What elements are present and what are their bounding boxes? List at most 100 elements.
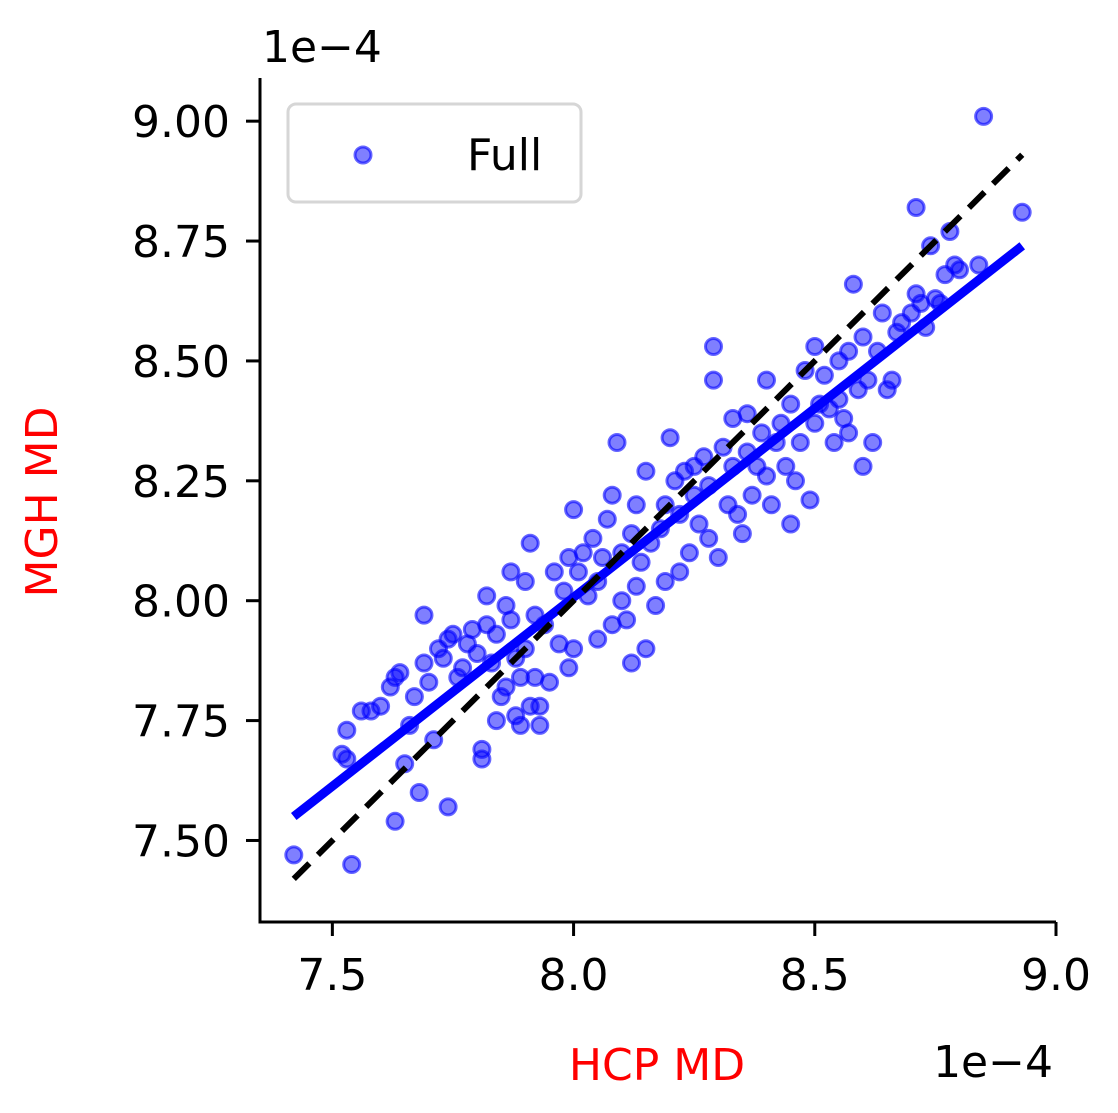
data-point-130: [814, 365, 834, 385]
data-point-147: [882, 370, 902, 390]
data-point-58: [554, 581, 574, 601]
data-point-83: [636, 639, 656, 659]
data-point-89: [660, 428, 680, 448]
data-point-33: [477, 586, 497, 606]
data-point-103: [708, 548, 728, 567]
data-point-127: [805, 337, 825, 356]
data-point-4: [337, 749, 357, 769]
data-point-68: [588, 629, 608, 649]
data-point-101: [704, 370, 723, 390]
x-offset-label: 1e−4: [933, 1037, 1053, 1088]
y-tick-label-3: 8.25: [132, 457, 230, 508]
data-point-53: [530, 696, 550, 716]
data-point-17: [414, 653, 434, 673]
scatter-points: [284, 106, 1032, 874]
data-point-85: [646, 596, 666, 615]
data-point-162: [969, 255, 989, 275]
data-point-60: [559, 658, 579, 678]
data-point-100: [699, 528, 719, 548]
data-point-55: [540, 672, 559, 692]
data-point-123: [786, 471, 805, 491]
axes: [258, 78, 1056, 924]
data-point-98: [694, 447, 714, 467]
legend: Full: [286, 102, 583, 204]
data-point-88: [655, 572, 675, 591]
data-point-122: [781, 514, 801, 534]
data-point-111: [737, 404, 757, 424]
data-point-18: [419, 672, 439, 692]
data-point-164: [1012, 202, 1032, 222]
data-point-35: [486, 624, 506, 644]
data-point-114: [752, 423, 772, 443]
data-point-7: [371, 696, 391, 716]
data-point-109: [732, 524, 752, 544]
y-tick-label-1: 7.75: [132, 697, 230, 748]
data-point-21: [433, 648, 453, 668]
data-point-14: [404, 687, 424, 707]
x-tick-label-0: 7.5: [297, 950, 367, 1001]
data-point-112: [742, 485, 762, 505]
data-point-24: [443, 624, 463, 644]
data-point-138: [843, 274, 863, 294]
data-point-76: [617, 610, 637, 630]
data-point-102: [704, 337, 723, 356]
data-point-136: [839, 341, 859, 361]
y-tick-label-2: 8.00: [132, 577, 230, 628]
data-point-0: [284, 845, 304, 865]
data-point-38: [496, 677, 516, 697]
data-point-108: [728, 504, 748, 524]
data-point-121: [781, 394, 801, 414]
ticks: 7.5 8.0 8.5 9.0 7.50 7.75 8.00 8.25 8.50 8.75 9.00: [132, 97, 1091, 1001]
data-point-62: [564, 639, 584, 659]
data-point-145: [872, 303, 892, 323]
data-point-70: [597, 509, 617, 529]
data-point-152: [906, 198, 926, 217]
data-point-69: [593, 548, 612, 567]
data-point-46: [515, 572, 535, 591]
data-point-163: [974, 106, 994, 126]
data-point-82: [636, 461, 656, 481]
legend-frame: [286, 102, 583, 204]
x-tick-label-2: 8.5: [780, 950, 850, 1001]
data-point-116: [757, 466, 776, 486]
data-point-63: [568, 562, 588, 582]
data-point-9: [385, 811, 405, 831]
data-point-40: [501, 610, 521, 630]
y-tick-label-0: 7.50: [132, 816, 230, 867]
data-point-29: [467, 644, 487, 663]
y-tick-label-4: 8.50: [132, 337, 230, 388]
data-point-91: [670, 562, 690, 582]
data-point-124: [790, 433, 810, 452]
regression-lines: [290, 152, 1026, 881]
data-point-44: [511, 715, 530, 735]
data-point-140: [853, 456, 873, 476]
data-point-31: [472, 739, 492, 759]
data-point-61: [564, 500, 584, 520]
data-point-141: [853, 327, 873, 347]
data-point-1: [342, 855, 362, 874]
data-point-78: [622, 653, 641, 673]
y-tick-label-6: 9.00: [132, 97, 230, 148]
data-point-22: [438, 797, 458, 817]
data-point-80: [626, 576, 646, 596]
data-point-73: [607, 433, 627, 452]
x-axis-label: HCP MD: [569, 1040, 745, 1091]
data-point-137: [839, 423, 859, 443]
data-point-2: [337, 720, 357, 740]
data-point-56: [544, 562, 564, 582]
data-point-75: [612, 591, 632, 611]
data-point-36: [486, 711, 506, 731]
data-point-66: [583, 528, 603, 548]
data-point-143: [863, 433, 883, 452]
data-point-11: [390, 663, 410, 683]
data-point-15: [409, 783, 429, 802]
data-point-48: [520, 533, 540, 553]
data-point-79: [626, 495, 646, 515]
data-point-126: [800, 490, 820, 510]
x-tick-label-1: 8.0: [539, 950, 609, 1001]
x-tick-label-3: 9.0: [1021, 950, 1091, 1001]
data-point-52: [530, 715, 550, 735]
y-axis-label: MGH MD: [17, 407, 68, 598]
fit-line: [290, 242, 1026, 821]
